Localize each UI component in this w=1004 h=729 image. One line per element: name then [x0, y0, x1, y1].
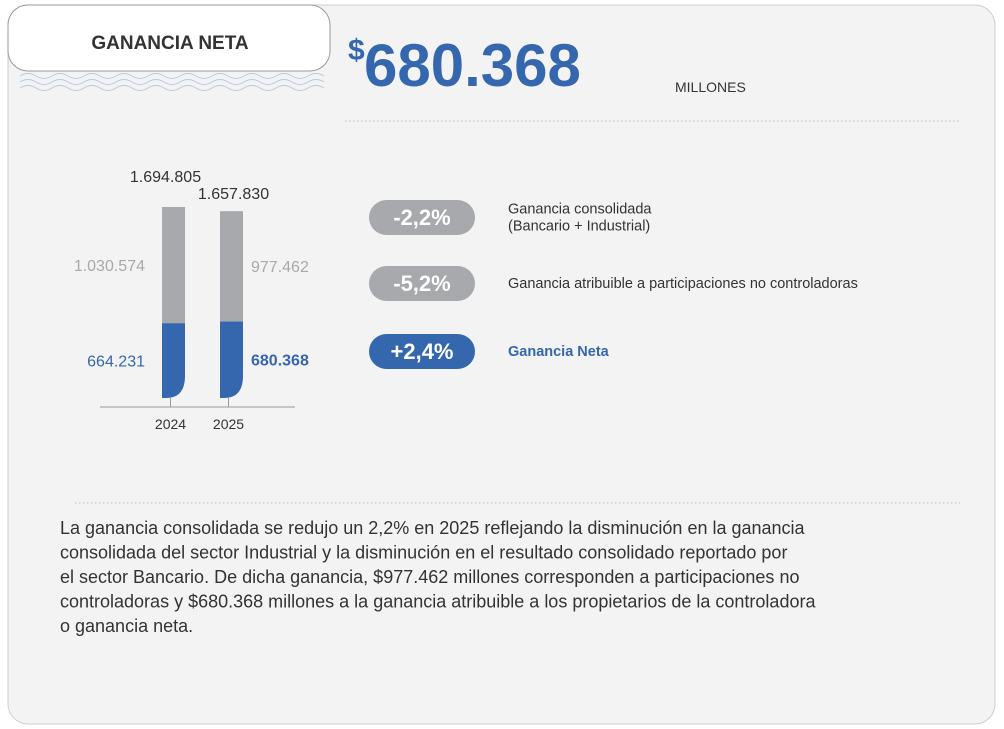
badge [369, 334, 475, 369]
paragraph-line: el sector Bancario. De dicha ganancia, $… [60, 567, 799, 587]
waves [19, 73, 325, 91]
currency: $ [348, 34, 365, 67]
badge-value: -5,2% [393, 271, 450, 296]
header-title: GANANCIA NETA [91, 33, 249, 54]
badge-label: Ganancia consolidada [508, 202, 652, 218]
badge-label: (Bancario + Industrial) [508, 219, 650, 235]
x-tick-label: 2024 [155, 416, 186, 432]
header-tab [7, 4, 331, 72]
badge [369, 200, 475, 235]
bar-segment [220, 321, 243, 398]
bar-segment [162, 323, 185, 398]
badge-value: +2,4% [391, 339, 454, 364]
badge-value: -2,2% [393, 205, 450, 230]
bar-segment [220, 211, 243, 322]
x-tick-label: 2025 [213, 416, 244, 432]
paragraph-line: La ganancia consolidada se redujo un 2,2… [60, 518, 806, 538]
badge-label: Ganancia atribuible a participaciones no… [508, 276, 858, 292]
badge-label: Ganancia Neta [508, 344, 610, 360]
paragraph-line: controladoras y $680.368 millones a la g… [60, 592, 816, 612]
total-label: 1.694.805 [130, 169, 201, 186]
paragraph-line: consolidada del sector Industrial y la d… [60, 543, 787, 563]
segment-label: 680.368 [251, 353, 309, 370]
paragraph-line: o ganancia neta. [60, 616, 193, 636]
segment-label: 1.030.574 [74, 258, 145, 275]
segment-label: 977.462 [251, 259, 309, 276]
amount: 680.368 [364, 32, 581, 99]
badge [369, 266, 475, 301]
bar-segment [162, 207, 185, 324]
card [7, 4, 996, 725]
segment-label: 664.231 [87, 354, 145, 371]
total-label: 1.657.830 [198, 186, 269, 203]
unit: MILLONES [675, 79, 746, 95]
